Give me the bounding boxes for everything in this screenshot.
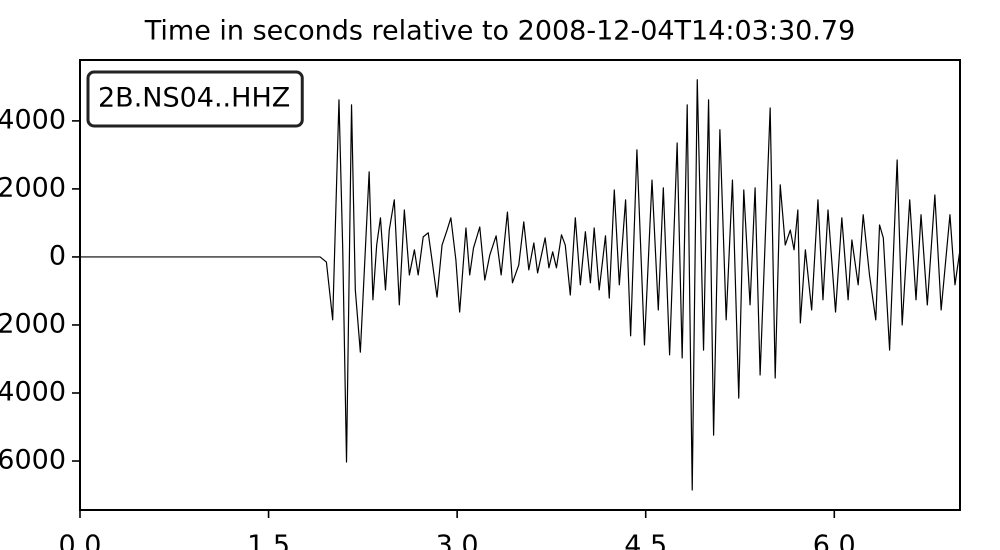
y-tick-label: −6000: [0, 445, 66, 476]
legend-box: [86, 70, 304, 128]
x-tick-label: 1.5: [247, 530, 290, 550]
x-tick-label: 4.5: [624, 530, 667, 550]
y-tick-label: −4000: [0, 376, 66, 407]
y-tick-label: −2000: [0, 308, 66, 339]
x-tick-label: 6.0: [813, 530, 856, 550]
legend-label: 2B.NS04..HHZ: [98, 83, 290, 114]
chart-title: Time in seconds relative to 2008-12-04T1…: [144, 16, 856, 47]
y-tick-label: 0: [49, 240, 66, 271]
y-tick-label: 4000: [0, 104, 66, 135]
waveform: [80, 79, 961, 491]
plot-frame: [79, 59, 961, 511]
y-tick-label: 2000: [0, 172, 66, 203]
x-tick-label: 3.0: [436, 530, 479, 550]
x-tick-label: 0.0: [59, 530, 102, 550]
